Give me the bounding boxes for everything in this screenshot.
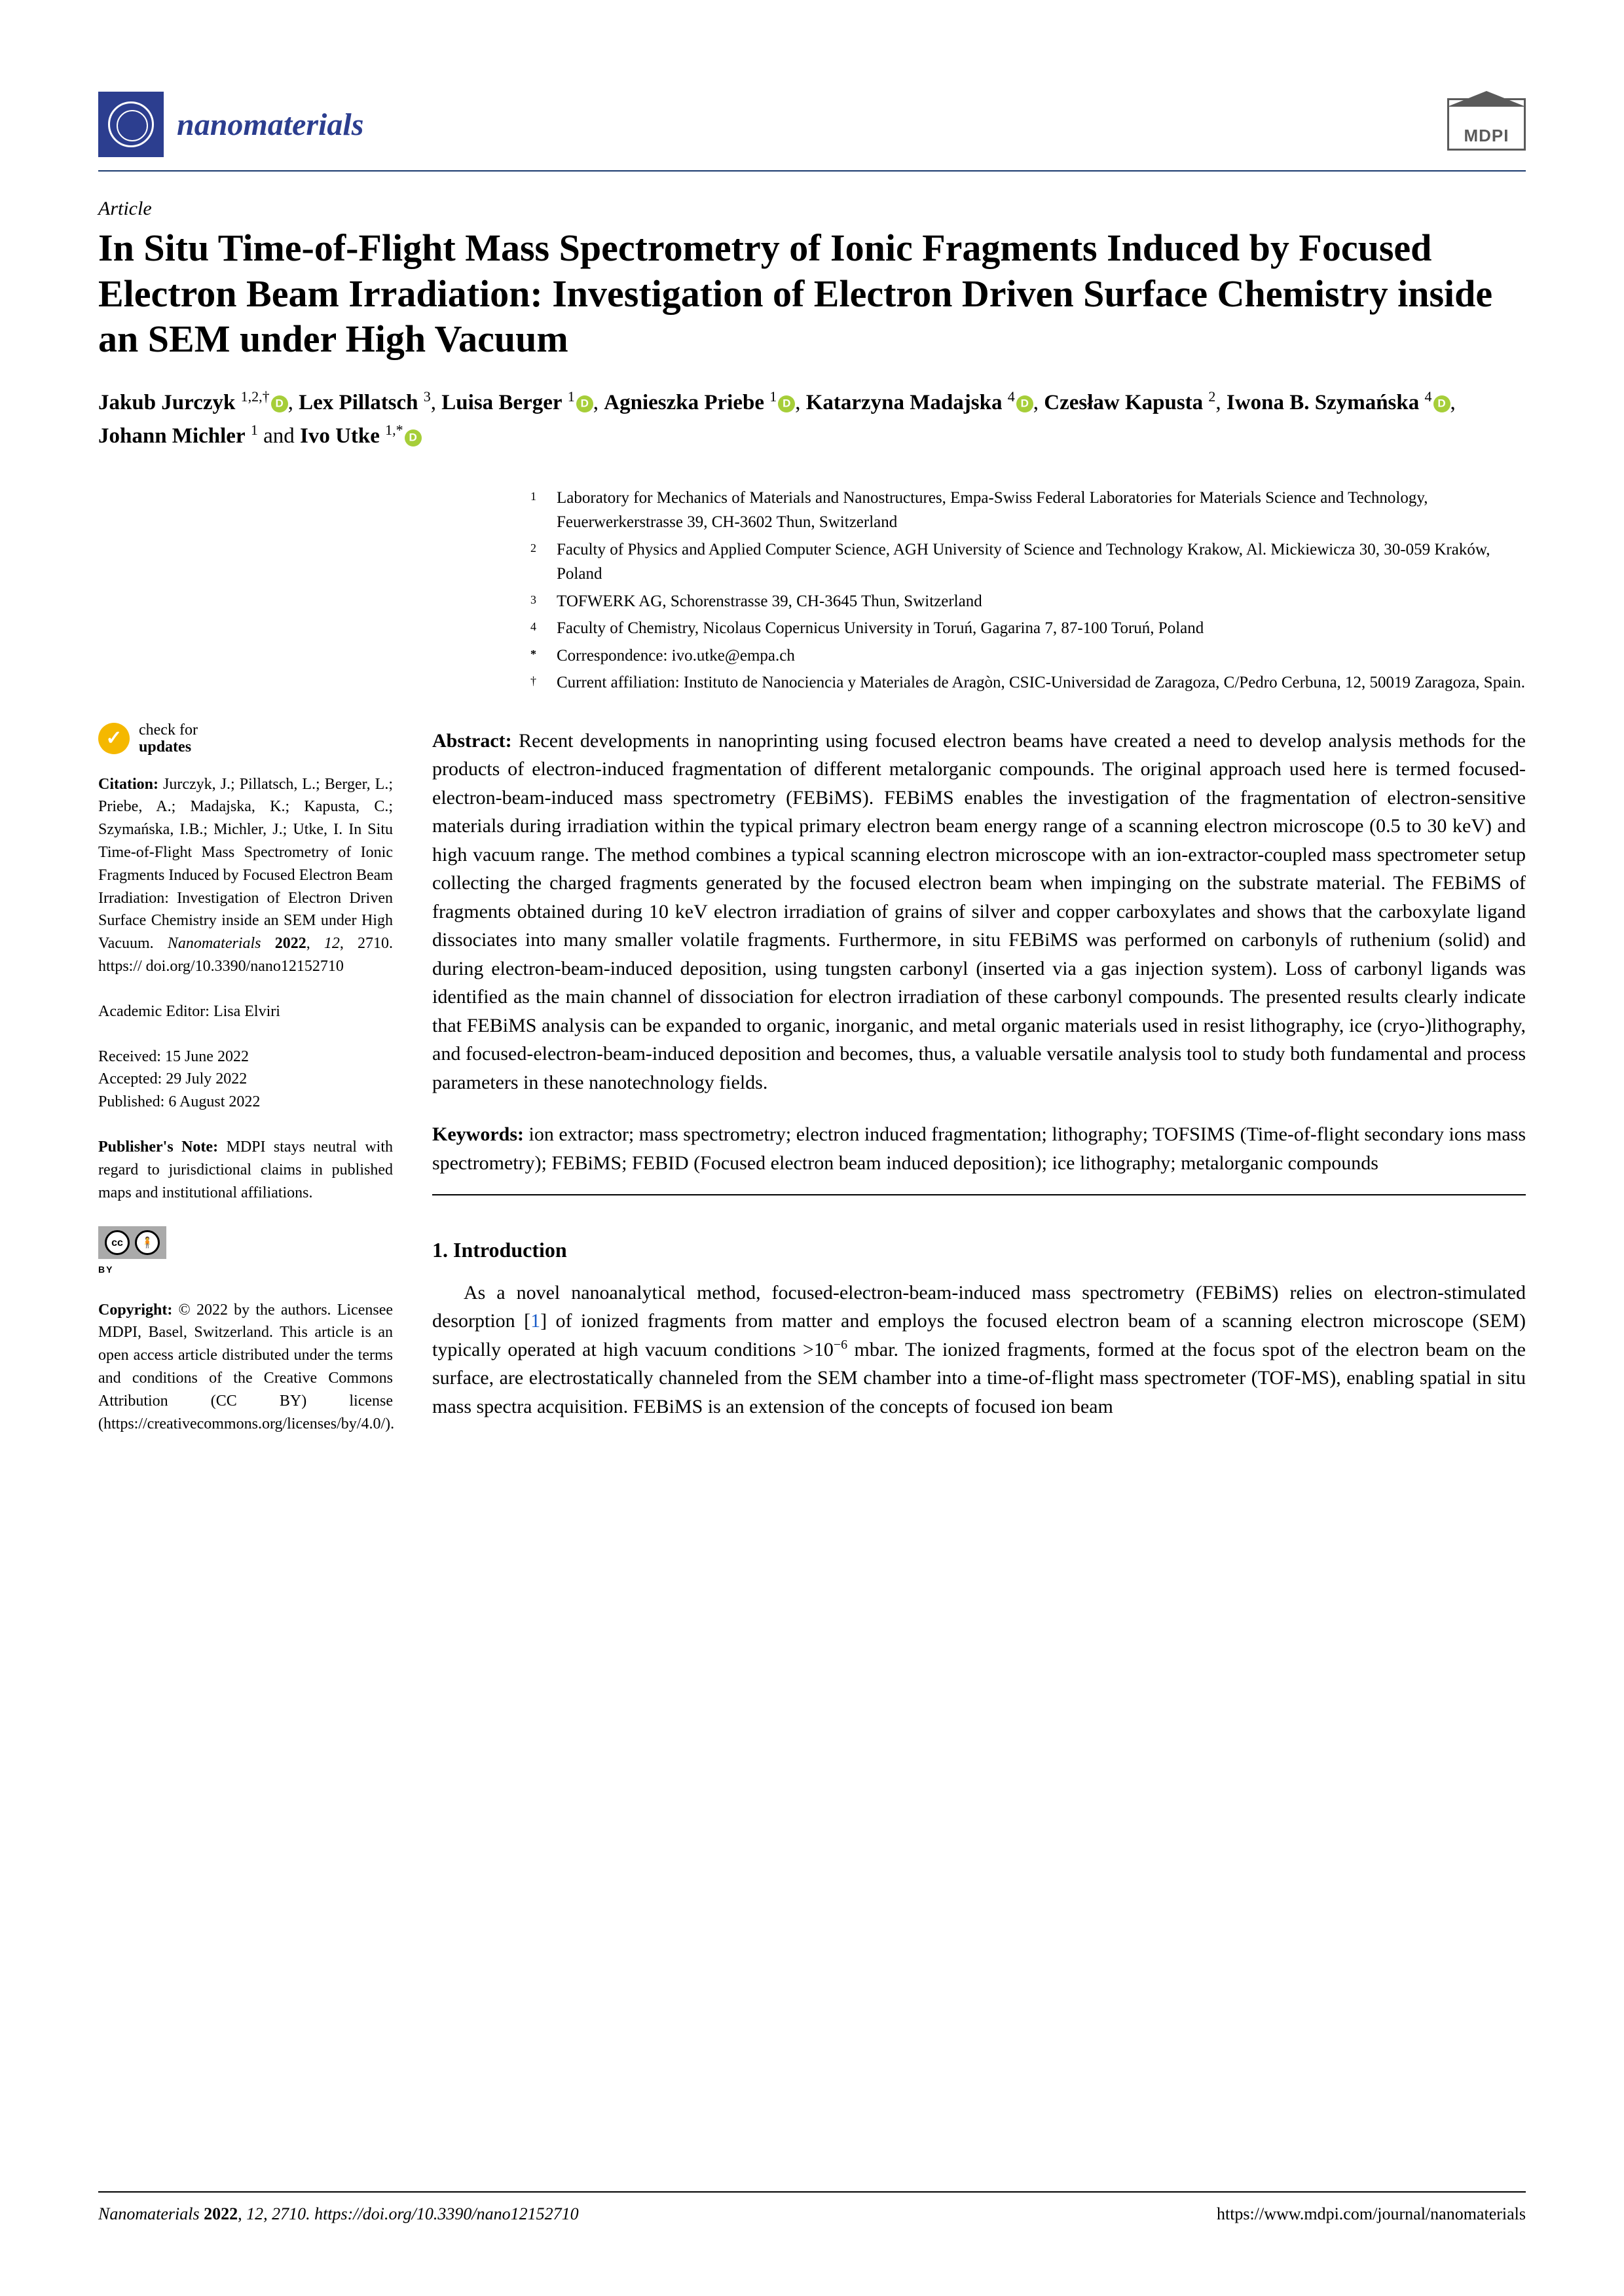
- affiliation: TOFWERK AG, Schorenstrasse 39, CH-3645 T…: [557, 589, 982, 614]
- published-date: Published: 6 August 2022: [98, 1091, 393, 1114]
- orcid-icon[interactable]: [576, 395, 593, 412]
- author-affil: 1: [769, 388, 777, 405]
- affiliation: Faculty of Physics and Applied Computer …: [557, 538, 1526, 587]
- affiliations-list: 1Laboratory for Mechanics of Materials a…: [530, 486, 1526, 695]
- keywords-label: Keywords:: [432, 1123, 524, 1145]
- author-name: Iwona B. Szymańska: [1227, 391, 1419, 414]
- intro-paragraph: As a novel nanoanalytical method, focuse…: [432, 1279, 1526, 1421]
- footer-url[interactable]: https://www.mdpi.com/journal/nanomateria…: [1217, 2204, 1526, 2224]
- keywords-block: Keywords: ion extractor; mass spectromet…: [432, 1120, 1526, 1177]
- accepted-date: Accepted: 29 July 2022: [98, 1068, 393, 1091]
- author-affil: 1: [568, 388, 575, 405]
- editor-block: Academic Editor: Lisa Elviri: [98, 1000, 393, 1023]
- dates-block: Received: 15 June 2022 Accepted: 29 July…: [98, 1046, 393, 1114]
- copyright-label: Copyright:: [98, 1302, 172, 1319]
- author-affil: 4: [1008, 388, 1015, 405]
- publisher-name: MDPI: [1464, 126, 1509, 146]
- author-name: Ivo Utke: [300, 424, 380, 448]
- main-content: 1 Laboratory for Mechanics of Materials a…: [432, 486, 1526, 1458]
- article-title: In Situ Time-of-Flight Mass Spectrometry…: [98, 225, 1526, 362]
- author-name: Johann Michler: [98, 424, 246, 448]
- citation-year: 2022: [275, 935, 306, 952]
- author-name: Lex Pillatsch: [299, 391, 418, 414]
- check-updates-icon: ✓: [98, 723, 130, 754]
- cc-by-label: BY: [98, 1263, 393, 1276]
- abstract-block: Abstract: Recent developments in nanopri…: [432, 727, 1526, 1097]
- header-divider: [98, 170, 1526, 172]
- page-header: nanomaterials MDPI: [98, 92, 1526, 157]
- copyright-text: © 2022 by the authors. Licensee MDPI, Ba…: [98, 1302, 394, 1432]
- current-affiliation: Current affiliation: Instituto de Nanoci…: [557, 670, 1525, 695]
- authors-list: Jakub Jurczyk 1,2,†, Lex Pillatsch 3, Lu…: [98, 386, 1526, 453]
- footer-divider: [98, 2191, 1526, 2193]
- editor-label: Academic Editor:: [98, 1003, 210, 1020]
- footer-citation: Nanomaterials 2022, 12, 2710. https://do…: [98, 2204, 579, 2224]
- publisher-logo-icon: MDPI: [1447, 98, 1526, 151]
- affiliation: Laboratory for Mechanics of Materials an…: [557, 486, 1526, 535]
- citation-text: Jurczyk, J.; Pillatsch, L.; Berger, L.; …: [98, 776, 393, 953]
- journal-logo-icon: [98, 92, 164, 157]
- publisher-note-block: Publisher's Note: MDPI stays neutral wit…: [98, 1136, 393, 1204]
- orcid-icon[interactable]: [271, 395, 288, 412]
- cc-icon: cc: [105, 1230, 130, 1255]
- author-name: Czesław Kapusta: [1044, 391, 1203, 414]
- check-updates-label: check forupdates: [139, 721, 198, 756]
- reference-link[interactable]: 1: [530, 1310, 540, 1332]
- author-affil: 1,2,†: [241, 388, 270, 405]
- author-name: Agnieszka Priebe: [604, 391, 764, 414]
- section-heading: 1. Introduction: [432, 1235, 1526, 1265]
- editor-name: Lisa Elviri: [213, 1003, 280, 1020]
- author-affil: 1,*: [385, 422, 403, 438]
- author-name: Katarzyna Madajska: [806, 391, 1003, 414]
- orcid-icon[interactable]: [778, 395, 795, 412]
- abstract-divider: [432, 1194, 1526, 1195]
- author-name: Jakub Jurczyk: [98, 391, 235, 414]
- check-updates-button[interactable]: ✓ check forupdates: [98, 721, 393, 756]
- license-badge[interactable]: cc 🧍 BY: [98, 1226, 393, 1276]
- author-name: Luisa Berger: [441, 391, 562, 414]
- author-affil: 2: [1208, 388, 1215, 405]
- affiliation: Faculty of Chemistry, Nicolaus Copernicu…: [557, 616, 1204, 641]
- copyright-block: Copyright: © 2022 by the authors. Licens…: [98, 1299, 393, 1436]
- orcid-icon[interactable]: [1016, 395, 1033, 412]
- journal-name: nanomaterials: [177, 107, 363, 143]
- page-footer: Nanomaterials 2022, 12, 2710. https://do…: [98, 2191, 1526, 2224]
- abstract-text: Recent developments in nanoprinting usin…: [432, 730, 1526, 1093]
- citation-block: Citation: Jurczyk, J.; Pillatsch, L.; Be…: [98, 773, 393, 978]
- citation-label: Citation:: [98, 776, 158, 793]
- sidebar: ✓ check forupdates Citation: Jurczyk, J.…: [98, 486, 393, 1458]
- author-affil: 3: [424, 388, 431, 405]
- author-affil: 4: [1425, 388, 1432, 405]
- pubnote-label: Publisher's Note:: [98, 1139, 218, 1156]
- orcid-icon[interactable]: [405, 429, 422, 446]
- article-type: Article: [98, 198, 1526, 220]
- abstract-label: Abstract:: [432, 730, 512, 752]
- author-affil: 1: [251, 422, 258, 438]
- by-icon: 🧍: [135, 1230, 160, 1255]
- journal-brand: nanomaterials: [98, 92, 363, 157]
- orcid-icon[interactable]: [1433, 395, 1450, 412]
- correspondence: Correspondence: ivo.utke@empa.ch: [557, 644, 795, 668]
- keywords-text: ion extractor; mass spectrometry; electr…: [432, 1123, 1526, 1174]
- citation-journal: Nanomaterials: [168, 935, 261, 952]
- received-date: Received: 15 June 2022: [98, 1046, 393, 1068]
